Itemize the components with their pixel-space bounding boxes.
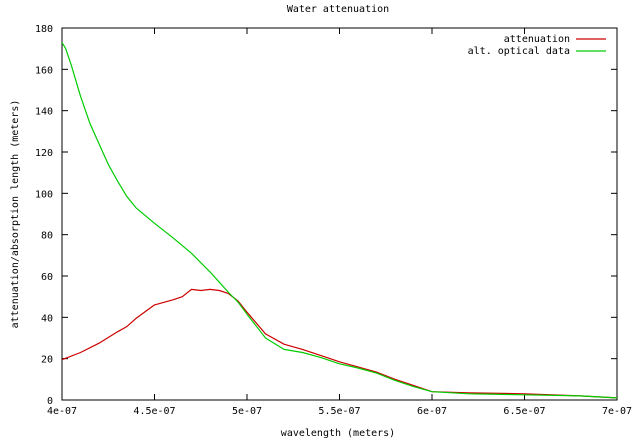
- x-tick-label: 4.5e-07: [133, 406, 175, 417]
- y-tick-label: 20: [41, 355, 53, 366]
- series-layer: [61, 42, 618, 399]
- x-tick-label: 6e-07: [417, 406, 447, 417]
- y-tick-label: 60: [41, 272, 53, 283]
- y-tick-label: 40: [41, 313, 53, 324]
- plot-frame: [61, 27, 618, 401]
- legend-label: alt. optical data: [468, 46, 570, 57]
- chart-title: Water attenuation: [287, 4, 389, 15]
- y-axis: 0 20 40 60 80 100 120 140 160 180: [35, 24, 617, 407]
- y-tick-label: 160: [35, 65, 53, 76]
- series-line-2: [61, 42, 618, 399]
- y-tick-label: 180: [35, 24, 53, 35]
- series-line-1: [61, 288, 618, 399]
- legend-label: attenuation: [504, 34, 570, 45]
- y-tick-label: 0: [47, 396, 53, 407]
- x-tick-label: 4e-07: [47, 406, 77, 417]
- y-tick-label: 80: [41, 231, 53, 242]
- y-tick-label: 140: [35, 107, 53, 118]
- y-axis-label: attenuation/absorption length (meters): [10, 100, 21, 329]
- x-tick-label: 7e-07: [602, 406, 632, 417]
- y-tick-label: 100: [35, 189, 53, 200]
- x-axis-label: wavelength (meters): [281, 428, 395, 439]
- x-tick-label: 5e-07: [232, 406, 262, 417]
- x-tick-label: 6.5e-07: [503, 406, 545, 417]
- x-axis: 4e-07 4.5e-07 5e-07 5.5e-07 6e-07 6.5e-07 7e-0…: [47, 28, 632, 417]
- y-tick-label: 120: [35, 148, 53, 159]
- x-tick-label: 5.5e-07: [318, 406, 360, 417]
